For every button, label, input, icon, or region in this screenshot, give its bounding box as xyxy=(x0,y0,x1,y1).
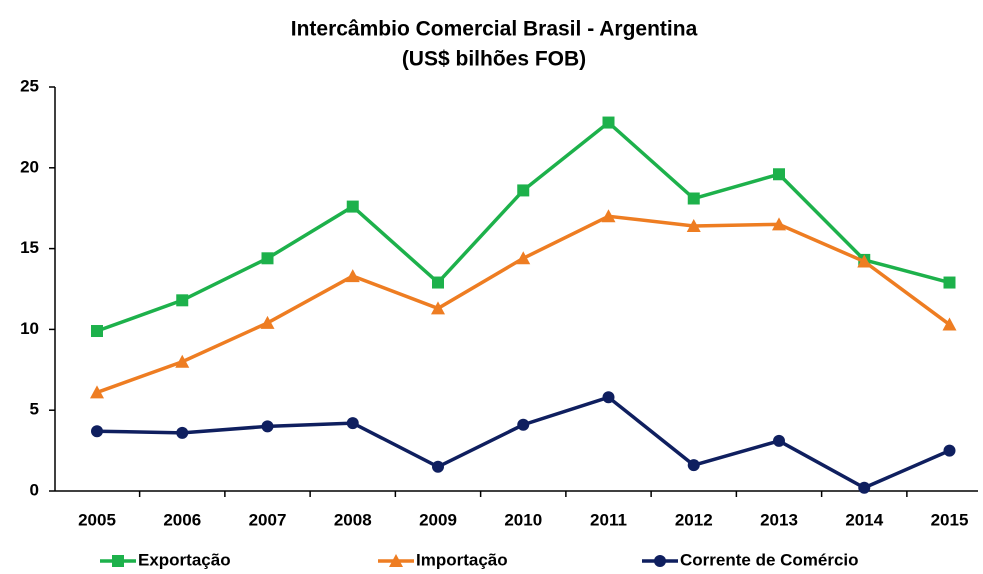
series-marker xyxy=(261,420,274,433)
series-marker xyxy=(773,434,785,447)
legend-marker xyxy=(389,554,403,567)
series-marker xyxy=(602,391,615,404)
series-marker xyxy=(516,251,531,265)
x-tick-label: 2011 xyxy=(590,510,627,529)
series-line xyxy=(96,214,951,395)
series-marker xyxy=(432,276,444,289)
series-marker xyxy=(346,417,359,430)
series-marker xyxy=(346,200,359,213)
series-marker xyxy=(517,184,530,197)
series-marker xyxy=(261,252,274,265)
chart-title: Intercâmbio Comercial Brasil - Argentina xyxy=(291,18,698,41)
x-tick-label: 2007 xyxy=(249,510,287,529)
y-tick-label: 5 xyxy=(30,400,39,419)
x-tick-label: 2013 xyxy=(760,510,798,529)
series-marker xyxy=(90,385,104,399)
series-marker xyxy=(431,301,445,315)
series-marker xyxy=(773,168,785,181)
x-tick-label: 2014 xyxy=(845,510,883,529)
y-tick-label: 25 xyxy=(20,76,39,95)
series-marker xyxy=(175,354,190,368)
series-marker xyxy=(858,481,871,494)
series-marker xyxy=(687,459,700,472)
series-marker xyxy=(942,317,957,331)
series-marker xyxy=(91,425,103,438)
series-marker xyxy=(602,116,615,129)
x-tick-label: 2006 xyxy=(163,510,201,529)
series-marker xyxy=(857,254,872,268)
series-marker xyxy=(432,460,444,473)
legend-label: Importação xyxy=(416,550,508,569)
y-tick-label: 0 xyxy=(30,480,39,499)
y-tick-label: 10 xyxy=(20,319,39,338)
series-marker xyxy=(943,276,956,289)
x-tick-label: 2015 xyxy=(931,510,969,529)
x-tick-label: 2005 xyxy=(78,510,116,529)
series-marker xyxy=(91,325,103,338)
series-line xyxy=(96,120,950,333)
x-tick-label: 2008 xyxy=(334,510,372,529)
y-tick-label: 20 xyxy=(20,157,39,176)
series-marker xyxy=(686,218,701,232)
legend-label: Corrente de Comércio xyxy=(680,550,859,569)
x-tick-label: 2010 xyxy=(504,510,542,529)
series-marker xyxy=(176,294,189,307)
series-marker xyxy=(345,269,360,283)
x-tick-label: 2012 xyxy=(675,510,713,529)
series-marker xyxy=(943,444,956,457)
series-line xyxy=(96,395,951,490)
x-tick-label: 2009 xyxy=(419,510,457,529)
chart-subtitle: (US$ bilhões FOB) xyxy=(402,48,586,71)
y-tick-label: 15 xyxy=(20,238,39,257)
series-marker xyxy=(687,192,700,205)
series-marker xyxy=(772,217,786,231)
series-marker xyxy=(517,418,530,431)
legend-label: Exportação xyxy=(138,550,231,569)
legend-marker xyxy=(112,555,124,567)
series-marker xyxy=(176,426,189,439)
legend-marker xyxy=(654,555,666,567)
series-marker xyxy=(260,315,275,329)
series-marker xyxy=(601,209,616,223)
